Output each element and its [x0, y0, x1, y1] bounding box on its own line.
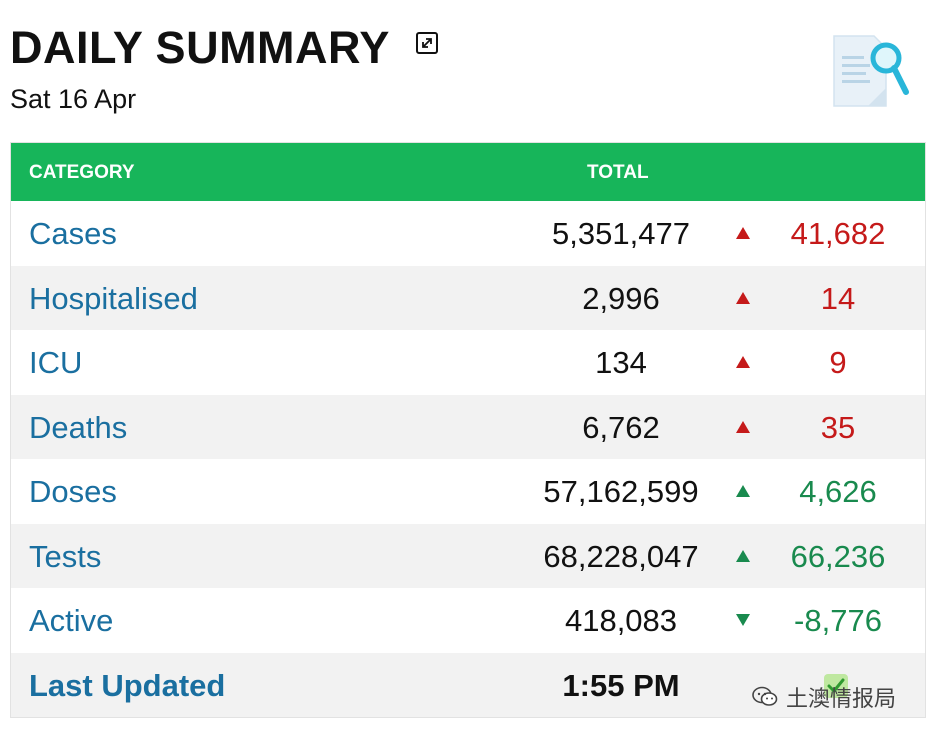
- expand-icon[interactable]: [416, 32, 438, 54]
- delta-value: 35: [820, 409, 856, 445]
- triangle-up-icon: [736, 356, 750, 368]
- table-row: Active 418,083 -8,776: [11, 588, 925, 653]
- table-body: Cases 5,351,477 41,682 Hospitalised 2,996 14 I…: [11, 201, 925, 653]
- triangle-up-icon: [736, 227, 750, 239]
- triangle-up-icon: [736, 485, 750, 497]
- category-link[interactable]: Active: [29, 603, 114, 638]
- last-updated-row: Last Updated 1:55 PM: [11, 652, 925, 717]
- total-value: 6,762: [582, 409, 660, 445]
- summary-header: DAILY SUMMARY Sat 16 Apr: [10, 22, 922, 132]
- total-value: 57,162,599: [543, 474, 699, 509]
- category-link[interactable]: Doses: [29, 474, 117, 509]
- delta-value: 41,682: [790, 216, 886, 251]
- summary-table: CATEGORY TOTAL Cases 5,351,477 41,682 Hospi…: [10, 142, 926, 718]
- category-link[interactable]: Cases: [29, 216, 117, 251]
- triangle-down-icon: [736, 614, 750, 626]
- table-row: Tests 68,228,047 66,236: [11, 523, 925, 588]
- delta-value: 4,626: [799, 474, 877, 509]
- delta-value: 14: [820, 280, 856, 316]
- total-value: 5,351,477: [552, 216, 690, 251]
- total-value: 134: [595, 345, 647, 380]
- category-link[interactable]: Hospitalised: [29, 280, 198, 316]
- table-row: Doses 57,162,599 4,626: [11, 459, 925, 524]
- category-link[interactable]: Tests: [29, 538, 102, 574]
- last-updated-label: Last Updated: [29, 667, 226, 703]
- column-header-category: CATEGORY: [29, 162, 135, 183]
- triangle-up-icon: [736, 291, 750, 304]
- table-row: Deaths 6,762 35: [11, 394, 925, 459]
- delta-value: -8,776: [794, 603, 882, 638]
- checkmark-icon: [824, 673, 848, 698]
- table-header: CATEGORY TOTAL: [11, 143, 925, 201]
- watermark-text: 土澳情报局: [786, 686, 897, 711]
- watermark: 土澳情报局: [752, 680, 896, 714]
- delta-value: 66,236: [790, 538, 886, 574]
- table-row: Hospitalised 2,996 14: [11, 265, 925, 330]
- table-row: Cases 5,351,477 41,682: [11, 201, 925, 266]
- page-title: DAILY SUMMARY: [10, 22, 390, 73]
- last-updated-time: 1:55 PM: [562, 667, 680, 703]
- document-search-icon: [833, 35, 909, 107]
- total-value: 2,996: [582, 280, 660, 316]
- table-row: ICU 134 9: [11, 330, 925, 395]
- total-value: 418,083: [564, 603, 678, 638]
- category-link[interactable]: ICU: [29, 345, 83, 380]
- total-value: 68,228,047: [543, 538, 699, 574]
- triangle-up-icon: [736, 420, 750, 433]
- delta-value: 9: [829, 345, 847, 380]
- chat-bubble-icon: [752, 686, 778, 706]
- summary-date: Sat 16 Apr: [10, 84, 137, 114]
- triangle-up-icon: [736, 549, 750, 562]
- column-header-total: TOTAL: [587, 162, 649, 183]
- category-link[interactable]: Deaths: [29, 409, 128, 445]
